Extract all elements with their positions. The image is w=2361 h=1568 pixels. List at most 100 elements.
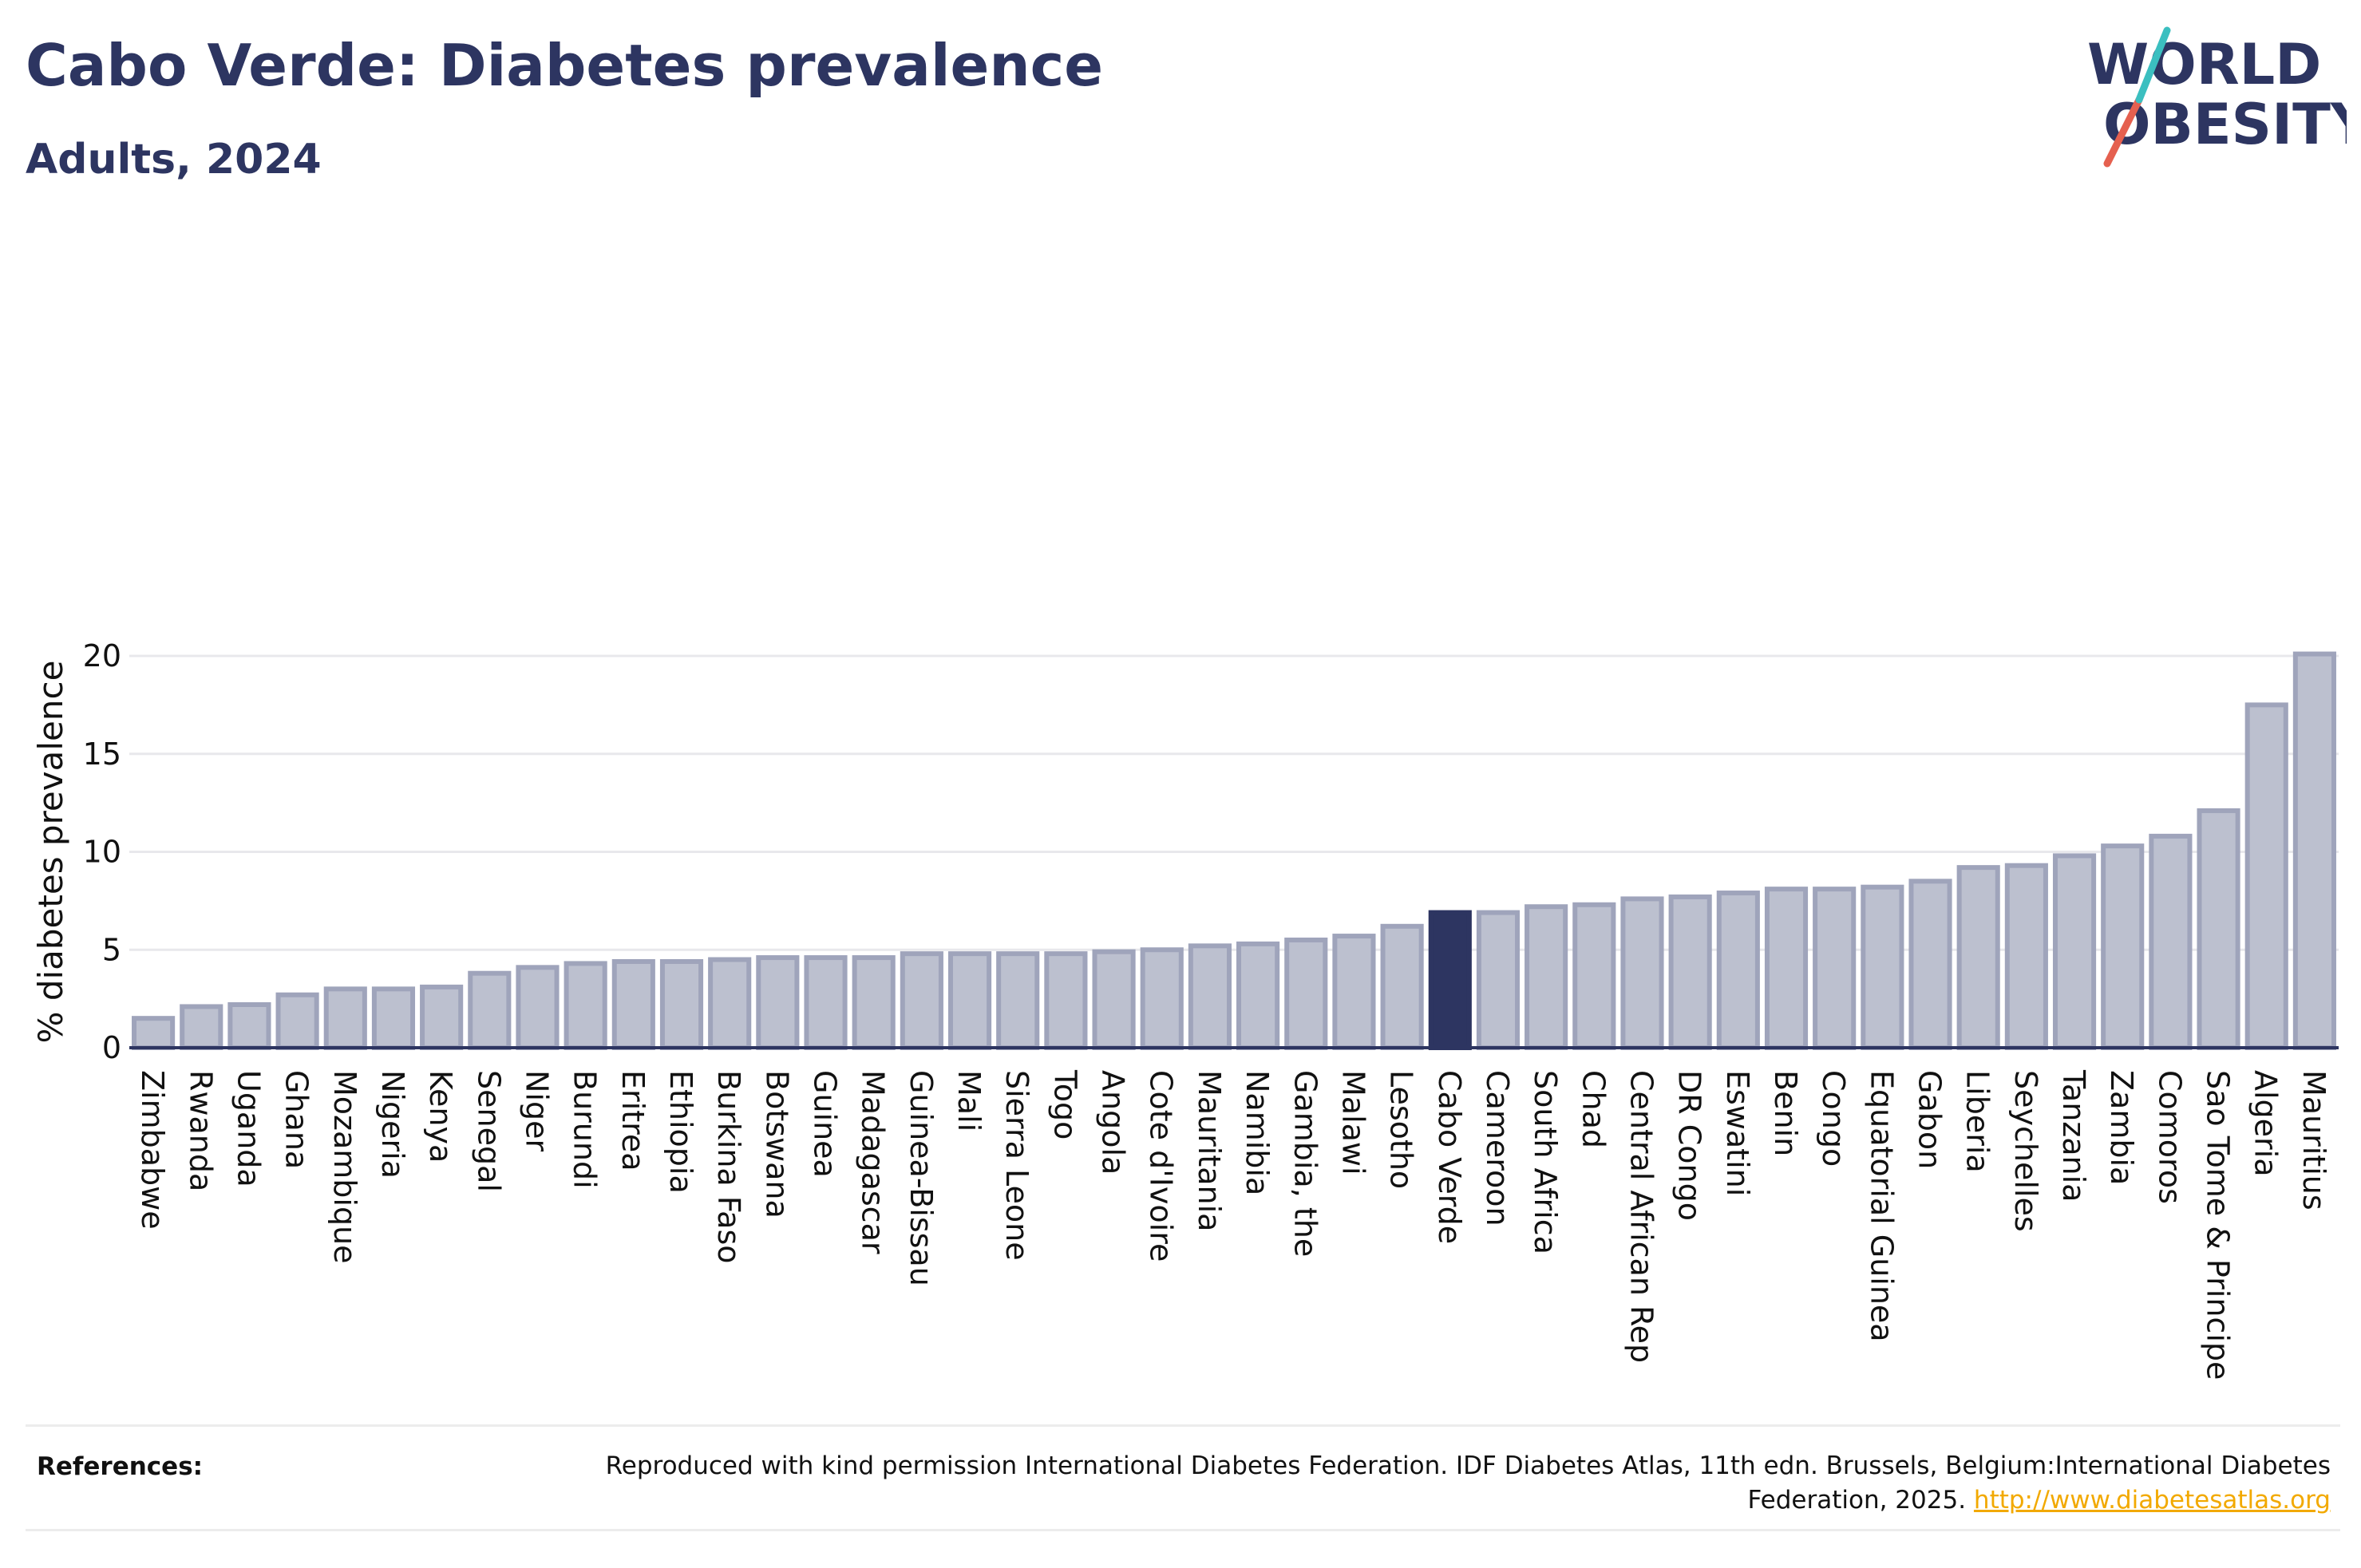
x-tick-label: Cameroon	[1480, 1070, 1515, 1226]
logo-line2: OBESITY	[2103, 92, 2347, 157]
bar	[1525, 904, 1568, 1050]
logo-slash-teal	[2135, 26, 2171, 104]
x-tick-label: Sao Tome & Principe	[2201, 1070, 2236, 1380]
bar	[371, 986, 416, 1050]
y-tick-label: 10	[83, 835, 121, 870]
bar	[1476, 910, 1521, 1050]
references-citation: Reproduced with kind permission Internat…	[605, 1451, 2331, 1515]
y-axis-title: % diabetes prevalence	[31, 661, 70, 1044]
bar-highlighted	[1428, 910, 1472, 1050]
bar	[227, 1001, 271, 1050]
x-tick-label: Mozambique	[327, 1070, 362, 1264]
chart-title: Cabo Verde: Diabetes prevalence	[26, 32, 1104, 99]
logo-slash-red	[2103, 96, 2143, 168]
bar	[2149, 833, 2193, 1050]
bar	[323, 986, 367, 1050]
x-tick-label: South Africa	[1528, 1070, 1563, 1254]
bar	[611, 958, 655, 1050]
bar	[947, 951, 992, 1051]
bar	[1140, 947, 1184, 1050]
bar	[2052, 853, 2097, 1051]
x-tick-label: Congo	[1816, 1070, 1851, 1167]
bar-chart: 0 5 10 15 20 Zimbabwe Rwanda Uganda Ghana Mozamb…	[31, 638, 2339, 1380]
y-tick-labels: 0 5 10 15 20	[83, 638, 121, 1065]
bar	[2197, 808, 2240, 1050]
x-tick-label: Central African Rep	[1623, 1070, 1659, 1363]
x-tick-label: Guinea-Bissau	[904, 1070, 939, 1286]
bar	[996, 951, 1040, 1051]
bar	[275, 992, 319, 1050]
x-tick-label: Angola	[1096, 1070, 1131, 1175]
y-tick-label: 5	[102, 932, 121, 967]
x-tick-label: Ethiopia	[663, 1070, 698, 1194]
references-link[interactable]: http://www.diabetesatlas.org	[1973, 1486, 2331, 1515]
bar	[180, 1004, 223, 1050]
bar	[900, 951, 943, 1051]
x-tick-label: Burkina Faso	[711, 1070, 746, 1264]
x-tick-label: Cote d'Ivoire	[1144, 1070, 1179, 1262]
x-tick-label: Uganda	[231, 1070, 266, 1187]
x-tick-label: Togo	[1047, 1069, 1082, 1139]
x-tick-label: Zambia	[2104, 1070, 2139, 1185]
x-tick-label: Liberia	[1960, 1070, 1995, 1173]
x-tick-label: Eswatini	[1720, 1070, 1755, 1196]
bar	[1716, 891, 1760, 1051]
bar	[852, 955, 896, 1050]
logo-line1: WORLD	[2087, 32, 2321, 97]
bar	[1332, 934, 1376, 1050]
x-tick-label: Botswana	[759, 1070, 794, 1218]
x-tick-label: Rwanda	[183, 1070, 218, 1191]
x-tick-label: Guinea	[808, 1070, 843, 1178]
bar	[1861, 884, 1904, 1050]
x-tick-label: Benin	[1768, 1070, 1803, 1156]
x-tick-label: Equatorial Guinea	[1864, 1070, 1899, 1342]
bar	[516, 965, 560, 1050]
x-tick-label: Eritrea	[615, 1070, 651, 1171]
chart-subtitle: Adults, 2024	[26, 136, 322, 184]
x-tick-label: Chad	[1576, 1070, 1611, 1148]
world-obesity-logo: WORLD OBESITY	[2087, 26, 2347, 168]
x-tick-label: Mauritania	[1192, 1070, 1227, 1231]
bar	[659, 958, 704, 1050]
bar	[1572, 902, 1616, 1051]
bar	[1284, 937, 1328, 1050]
x-tick-label: DR Congo	[1672, 1070, 1707, 1221]
x-tick-label: Sierra Leone	[999, 1070, 1034, 1261]
x-tick-label: Lesotho	[1384, 1070, 1419, 1189]
bar	[1764, 887, 1809, 1051]
bar	[1044, 951, 1088, 1051]
bar	[756, 955, 800, 1050]
x-tick-label: Nigeria	[375, 1070, 410, 1179]
x-tick-label: Namibia	[1240, 1070, 1275, 1195]
bar	[1813, 887, 1857, 1051]
bar	[132, 1016, 176, 1051]
x-tick-label: Gabon	[1912, 1070, 1948, 1169]
bar	[2101, 843, 2145, 1051]
x-tick-label: Gambia, the	[1287, 1070, 1323, 1257]
x-tick-label: Algeria	[2248, 1070, 2284, 1177]
bar	[804, 955, 848, 1050]
bar	[468, 970, 512, 1050]
x-tick-label: Mauritius	[2296, 1070, 2331, 1211]
x-tick-label: Niger	[519, 1070, 554, 1151]
references-section: References: Reproduced with kind permiss…	[26, 1424, 2340, 1531]
bar	[420, 984, 464, 1051]
x-tick-label: Malawi	[1335, 1070, 1370, 1175]
bar	[1956, 865, 2000, 1051]
x-tick-label: Cabo Verde	[1432, 1070, 1467, 1244]
x-tick-label: Tanzania	[2056, 1069, 2091, 1202]
bar	[1620, 896, 1664, 1051]
bar	[1188, 943, 1232, 1050]
x-tick-label: Ghana	[279, 1070, 314, 1169]
x-tick-labels: Zimbabwe Rwanda Uganda Ghana Mozambique Niger…	[135, 1069, 2331, 1380]
bar	[2292, 651, 2336, 1050]
y-tick-label: 15	[83, 737, 121, 772]
x-tick-label: Burundi	[568, 1070, 603, 1189]
bar	[2004, 863, 2048, 1051]
references-label: References:	[37, 1452, 204, 1481]
bar	[708, 957, 752, 1051]
x-tick-label: Mali	[951, 1070, 987, 1132]
bar	[564, 961, 607, 1051]
bars	[132, 651, 2336, 1051]
bar	[1236, 941, 1280, 1051]
